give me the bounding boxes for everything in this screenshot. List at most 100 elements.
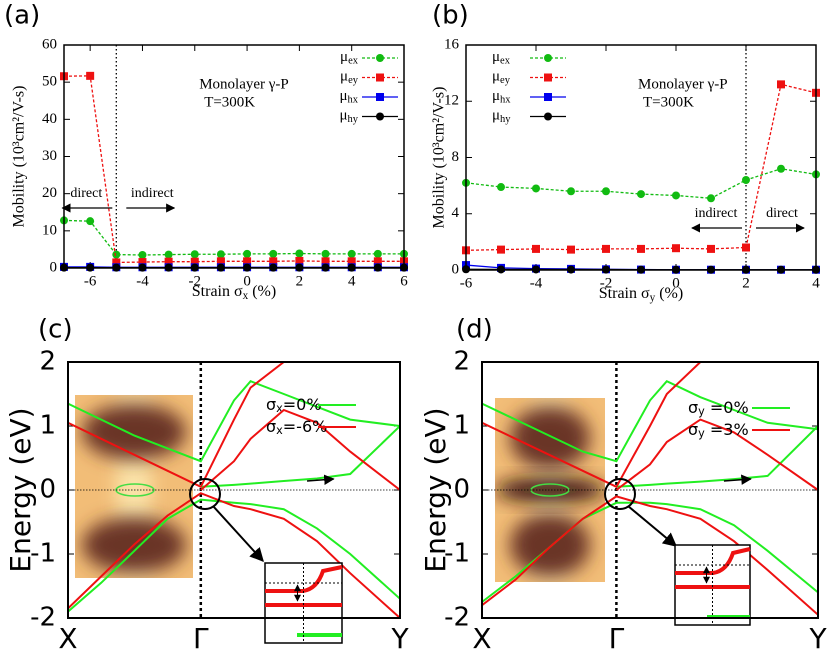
band [482,362,702,489]
band [68,498,400,613]
marker [637,244,645,253]
marker [497,183,505,192]
x-axis-label: Strain σy (%) [599,285,683,304]
y-tick-label: 2 [39,347,56,377]
legend-label: σx=0% [266,394,322,415]
zoom-circle [189,478,221,510]
marker [707,244,715,253]
legend-label: σx=-6% [266,416,327,437]
legend-label: μey [492,69,511,87]
x-tick-label: -6 [460,275,473,291]
y-axis-label: Mobility (10³cm²/V-s) [11,86,28,228]
annotation: Monolayer γ-P [638,76,728,92]
legend-label: μhy [492,108,511,126]
zoom-red-top [675,547,751,575]
marker [742,243,750,252]
marker [373,249,382,258]
legend-label: μex [340,49,359,67]
marker [321,249,330,258]
y-tick-label: -2 [30,603,56,633]
marker [138,258,147,267]
legend-label: μey [340,69,359,87]
panel-label: (c) [38,315,73,345]
marker [295,249,304,258]
marker [190,257,199,266]
x-tick-label: 4 [812,275,820,291]
marker [138,250,147,259]
y-tick-label: 0 [452,261,460,277]
marker [269,249,278,258]
marker [243,249,252,258]
plot-frame [465,44,817,271]
band [68,362,285,489]
y-tick-label: 60 [42,36,57,52]
x-tick-label: 6 [400,273,408,289]
marker [637,190,645,199]
flow-arrow [306,474,335,485]
x-axis-label: Strain σx (%) [192,283,276,302]
y-axis-label: Energy (eV) [4,407,37,572]
heatmap-blob [510,406,590,470]
x-tick-label: X [58,622,77,653]
panel: (a) 0 10 20 30 40 50 60 -6 -4 -2 0 2 4 6 Mobility (10³c… [4,1,408,302]
x-tick-label: -4 [136,273,149,289]
heatmap-blob [82,404,186,460]
marker [269,257,278,266]
marker [707,194,715,203]
y-tick-label: 2 [453,347,470,377]
y-tick-label: -1 [444,539,470,569]
band [616,425,818,488]
marker [672,191,680,200]
plot-frame [481,361,819,619]
zoom-red-top [265,565,343,593]
series-line [64,75,404,264]
series-line [64,219,404,256]
marker [532,184,540,193]
x-tick-label: Γ [609,622,625,653]
x-tick-label: 4 [348,273,356,289]
marker [373,257,382,266]
y-tick-label: 40 [42,111,57,127]
marker [347,249,356,258]
legend-marker [376,73,384,82]
zoom-arrow [627,505,678,547]
legend-marker [544,112,552,121]
legend-marker [544,54,552,62]
marker [602,187,610,196]
marker [672,244,680,253]
x-tick-label: -2 [189,273,202,289]
y-axis-label: Mobility (10³cm²/V-s) [431,87,448,229]
legend-label: σy =0% [688,397,749,418]
y-tick-label: 1 [453,411,470,441]
plot-frame [63,44,405,269]
marker [295,256,304,265]
legend-marker [544,73,552,82]
panel: (c) -2 -1 0 1 2 X Γ Y Energy (eV) σx=0%σx=-6% [4,315,409,653]
x-tick-label: 0 [243,273,251,289]
x-tick-label: Y [808,622,827,653]
marker [777,80,785,89]
annotation: indirect [131,186,174,201]
marker [86,71,95,80]
heatmap-inset [75,395,193,578]
legend-label: μhy [339,108,358,126]
plot-frame [67,361,401,619]
marker [190,250,199,259]
x-tick-label: Y [390,622,409,653]
marker [497,245,505,254]
y-tick-label: 0 [453,475,470,505]
flow-arrow [723,474,752,485]
marker [112,250,121,259]
legend-label: μex [492,49,511,67]
marker [164,250,173,259]
legend-marker [376,112,384,121]
legend-marker [376,93,384,101]
y-tick-label: 30 [42,148,57,164]
y-tick-label: 1 [39,411,56,441]
x-tick-label: 0 [672,275,680,291]
heatmap-blob [495,478,605,502]
band [482,379,818,463]
annotation: T=300K [643,94,694,110]
y-tick-label: 8 [452,149,460,165]
